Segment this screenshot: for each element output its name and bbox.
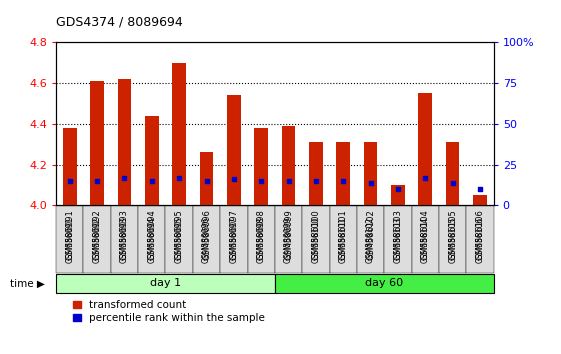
Text: GSM586095: GSM586095	[174, 216, 183, 263]
Bar	[254, 128, 268, 205]
Bar	[446, 142, 459, 205]
Legend: transformed count, percentile rank within the sample: transformed count, percentile rank withi…	[72, 300, 265, 323]
Text: day 1: day 1	[150, 278, 181, 289]
Point	[284, 178, 293, 184]
Text: GSM586101: GSM586101	[339, 217, 348, 263]
Text: GSM586100: GSM586100	[311, 217, 320, 263]
Text: GSM586099: GSM586099	[284, 209, 293, 259]
Text: GSM586103: GSM586103	[393, 209, 402, 260]
Bar	[364, 142, 378, 205]
Bar	[172, 63, 186, 205]
Text: GSM586105: GSM586105	[448, 217, 457, 263]
Text: GSM586105: GSM586105	[448, 209, 457, 259]
Point	[174, 175, 183, 181]
Text: GSM586093: GSM586093	[120, 216, 129, 263]
Point	[65, 178, 74, 184]
Text: GSM586092: GSM586092	[93, 217, 102, 263]
Text: GSM586093: GSM586093	[120, 209, 129, 260]
Text: GSM586091: GSM586091	[65, 217, 74, 263]
Text: GSM586095: GSM586095	[174, 209, 183, 259]
Text: GSM586100: GSM586100	[311, 209, 320, 259]
Text: GSM586097: GSM586097	[229, 209, 238, 260]
Text: GSM586102: GSM586102	[366, 209, 375, 259]
Bar	[118, 79, 131, 205]
Point	[421, 175, 430, 181]
Text: GSM586094: GSM586094	[148, 216, 157, 263]
Bar	[90, 81, 104, 205]
Text: GSM586099: GSM586099	[284, 216, 293, 263]
Bar	[309, 142, 323, 205]
Text: GSM586092: GSM586092	[93, 209, 102, 259]
Bar	[391, 185, 405, 205]
Text: GSM586106: GSM586106	[476, 209, 485, 260]
Bar	[419, 93, 432, 205]
Text: GSM586098: GSM586098	[257, 217, 266, 263]
Point	[366, 180, 375, 185]
Bar	[227, 95, 241, 205]
Bar	[282, 126, 296, 205]
Bar	[145, 116, 159, 205]
Bar	[337, 142, 350, 205]
Point	[229, 176, 238, 182]
Point	[448, 180, 457, 185]
Text: GSM586096: GSM586096	[202, 216, 211, 263]
Text: GSM586091: GSM586091	[65, 209, 74, 259]
Text: GDS4374 / 8089694: GDS4374 / 8089694	[56, 15, 183, 28]
Text: GSM586103: GSM586103	[393, 217, 402, 263]
Point	[120, 175, 129, 181]
Text: GSM586101: GSM586101	[339, 209, 348, 259]
Point	[202, 178, 211, 184]
Text: GSM586104: GSM586104	[421, 217, 430, 263]
Text: GSM586096: GSM586096	[202, 209, 211, 260]
Bar	[63, 128, 77, 205]
Text: GSM586106: GSM586106	[476, 217, 485, 263]
Point	[311, 178, 320, 184]
Bar	[473, 195, 487, 205]
Point	[393, 186, 402, 192]
Point	[257, 178, 266, 184]
Point	[148, 178, 157, 184]
Text: GSM586104: GSM586104	[421, 209, 430, 259]
Text: day 60: day 60	[365, 278, 403, 289]
Text: GSM586097: GSM586097	[229, 216, 238, 263]
Text: time ▶: time ▶	[10, 278, 45, 289]
Text: GSM586098: GSM586098	[257, 209, 266, 260]
Bar	[200, 152, 213, 205]
Point	[93, 178, 102, 184]
Text: GSM586102: GSM586102	[366, 217, 375, 263]
Text: GSM586094: GSM586094	[148, 209, 157, 259]
Point	[339, 178, 348, 184]
Point	[476, 186, 485, 192]
